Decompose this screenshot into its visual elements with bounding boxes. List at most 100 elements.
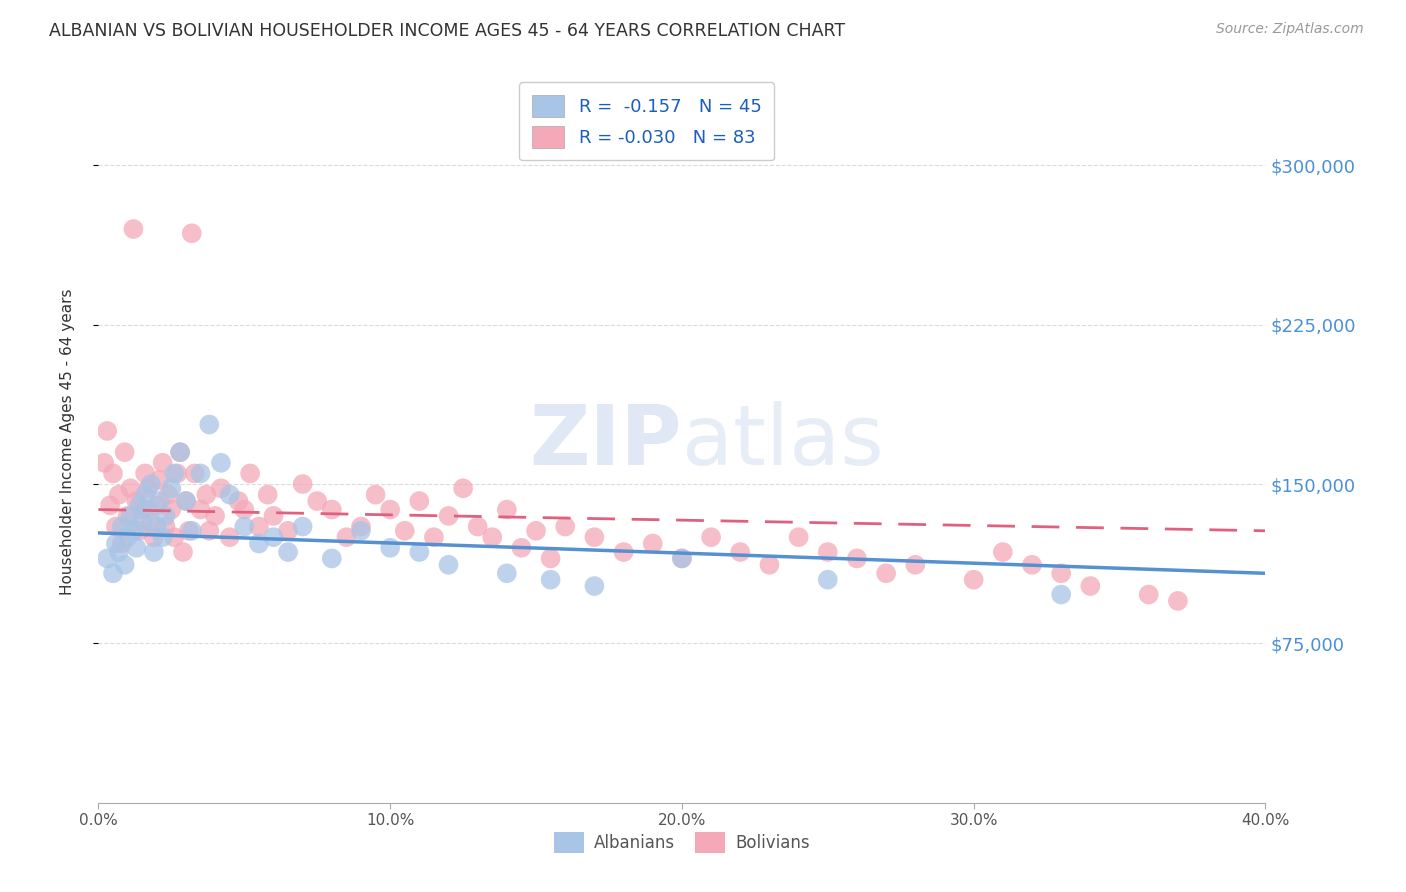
Point bbox=[291, 519, 314, 533]
Point bbox=[128, 498, 150, 512]
Point bbox=[671, 551, 693, 566]
Point bbox=[93, 456, 115, 470]
Point bbox=[262, 530, 284, 544]
Point bbox=[380, 541, 402, 555]
Point bbox=[104, 519, 127, 533]
Point bbox=[114, 445, 136, 459]
Point bbox=[142, 530, 165, 544]
Y-axis label: Householder Income Ages 45 - 64 years: Householder Income Ages 45 - 64 years bbox=[60, 288, 75, 595]
Point bbox=[122, 222, 145, 236]
Point bbox=[160, 481, 183, 495]
Point bbox=[218, 488, 240, 502]
Point bbox=[190, 502, 212, 516]
Point bbox=[209, 481, 232, 495]
Point bbox=[172, 545, 194, 559]
Point bbox=[335, 530, 357, 544]
Point bbox=[467, 519, 489, 533]
Point bbox=[437, 558, 460, 572]
Point bbox=[364, 488, 387, 502]
Point bbox=[423, 530, 446, 544]
Point bbox=[239, 467, 262, 481]
Point bbox=[198, 524, 221, 538]
Point bbox=[540, 551, 562, 566]
Point bbox=[177, 524, 200, 538]
Point bbox=[350, 519, 373, 533]
Point bbox=[408, 545, 430, 559]
Point bbox=[104, 536, 127, 550]
Point bbox=[875, 566, 897, 581]
Point bbox=[1167, 594, 1189, 608]
Point bbox=[277, 545, 299, 559]
Point bbox=[554, 519, 576, 533]
Point bbox=[350, 524, 373, 538]
Point bbox=[139, 477, 162, 491]
Point bbox=[247, 536, 270, 550]
Point bbox=[218, 530, 240, 544]
Point bbox=[125, 494, 148, 508]
Point bbox=[321, 551, 343, 566]
Point bbox=[510, 541, 533, 555]
Point bbox=[139, 516, 162, 530]
Point bbox=[204, 508, 226, 523]
Point bbox=[496, 502, 519, 516]
Point bbox=[146, 519, 169, 533]
Point bbox=[96, 551, 118, 566]
Point bbox=[136, 502, 159, 516]
Point bbox=[496, 566, 519, 581]
Point bbox=[180, 524, 202, 538]
Point bbox=[671, 551, 693, 566]
Point bbox=[180, 227, 202, 241]
Point bbox=[730, 545, 752, 559]
Point bbox=[149, 473, 172, 487]
Point bbox=[1080, 579, 1102, 593]
Point bbox=[160, 502, 183, 516]
Point bbox=[117, 530, 139, 544]
Point bbox=[307, 494, 329, 508]
Point bbox=[787, 530, 810, 544]
Point bbox=[228, 494, 250, 508]
Point bbox=[524, 524, 547, 538]
Point bbox=[131, 516, 153, 530]
Point bbox=[612, 545, 634, 559]
Point bbox=[394, 524, 416, 538]
Point bbox=[583, 579, 606, 593]
Point bbox=[166, 467, 188, 481]
Point bbox=[101, 566, 124, 581]
Point bbox=[157, 488, 180, 502]
Point bbox=[149, 494, 172, 508]
Point bbox=[277, 524, 299, 538]
Point bbox=[142, 545, 165, 559]
Point bbox=[195, 488, 218, 502]
Point bbox=[146, 498, 169, 512]
Point bbox=[169, 445, 191, 459]
Point bbox=[163, 467, 186, 481]
Point bbox=[163, 530, 186, 544]
Point bbox=[817, 545, 839, 559]
Point bbox=[114, 558, 136, 572]
Point bbox=[641, 536, 664, 550]
Point bbox=[128, 524, 150, 538]
Point bbox=[262, 508, 284, 523]
Point bbox=[152, 456, 174, 470]
Point bbox=[174, 494, 197, 508]
Point bbox=[846, 551, 869, 566]
Point bbox=[125, 541, 148, 555]
Point bbox=[991, 545, 1014, 559]
Point bbox=[408, 494, 430, 508]
Point bbox=[183, 467, 205, 481]
Point bbox=[131, 502, 153, 516]
Point bbox=[98, 498, 121, 512]
Legend: Albanians, Bolivians: Albanians, Bolivians bbox=[547, 826, 817, 860]
Point bbox=[108, 488, 131, 502]
Point bbox=[198, 417, 221, 432]
Point bbox=[117, 508, 139, 523]
Point bbox=[120, 481, 142, 495]
Point bbox=[136, 481, 159, 495]
Point bbox=[209, 456, 232, 470]
Point bbox=[962, 573, 984, 587]
Point bbox=[169, 445, 191, 459]
Text: ZIP: ZIP bbox=[530, 401, 682, 482]
Point bbox=[583, 530, 606, 544]
Point bbox=[1050, 588, 1073, 602]
Point bbox=[134, 488, 156, 502]
